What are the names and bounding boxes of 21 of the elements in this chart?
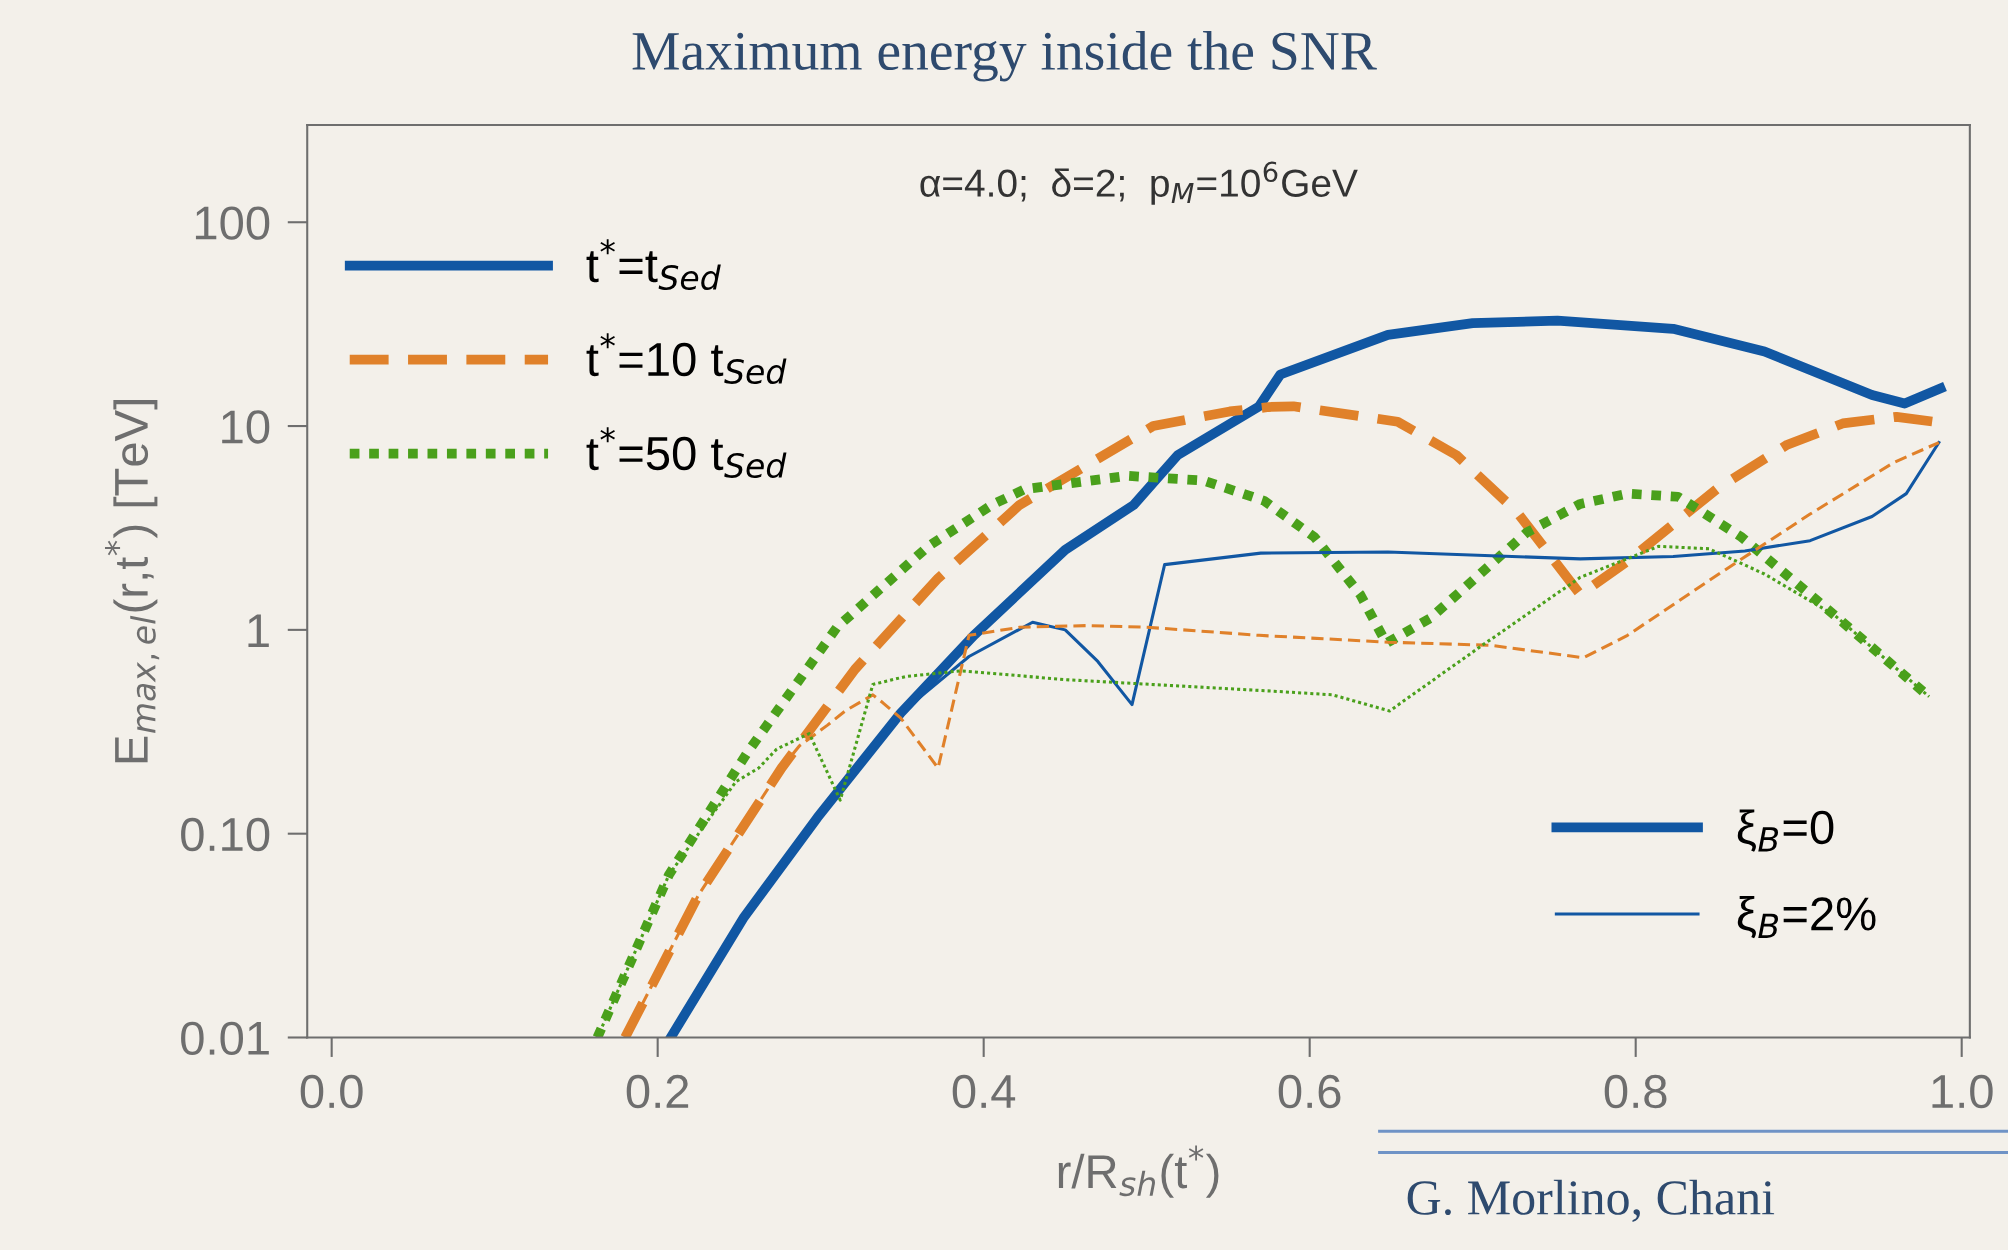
y-tick-label: 1	[248, 614, 269, 647]
text: G. Morlino, Chani	[1407, 1179, 1775, 1223]
annotation: ξ$_{B}$=2%	[1737, 895, 1876, 939]
y-tick-label: 0.10	[181, 817, 270, 852]
x-tick-label: 0.2	[626, 1074, 689, 1109]
x-tick-label: 0.4	[952, 1074, 1016, 1109]
legend-label: t$^{*}$=50 t$_{Sed}$	[586, 427, 787, 478]
x-tick-label: 0.8	[1604, 1074, 1667, 1109]
legend-label: t$^{*}$=10 t$_{Sed}$	[586, 333, 787, 384]
text: α=4.0; δ=2; p$_{M}$=10$^{6}$GeV	[920, 161, 1358, 205]
legend-label: t$^{*}$=t$_{Sed}$	[586, 239, 721, 291]
x-tick-label: 0.6	[1278, 1074, 1341, 1109]
x-tick-label: 1.0	[1932, 1074, 1993, 1109]
y-tick-label: 10	[222, 410, 270, 444]
annotation: ξ$_{B}$=0	[1737, 809, 1834, 852]
x-tick-label: 0.0	[300, 1074, 363, 1109]
y-axis-title: E$_{max,el}$(r,t$^{*}$) [TeV]	[104, 400, 160, 763]
y-tick-label: 0.01	[181, 1021, 269, 1056]
x-axis-title: r/R$_{sh}$(t$^{*}$)	[1058, 1145, 1219, 1198]
chart-title: Maximum energy inside the SNR	[632, 30, 1377, 82]
y-tick-label: 100	[195, 206, 270, 240]
